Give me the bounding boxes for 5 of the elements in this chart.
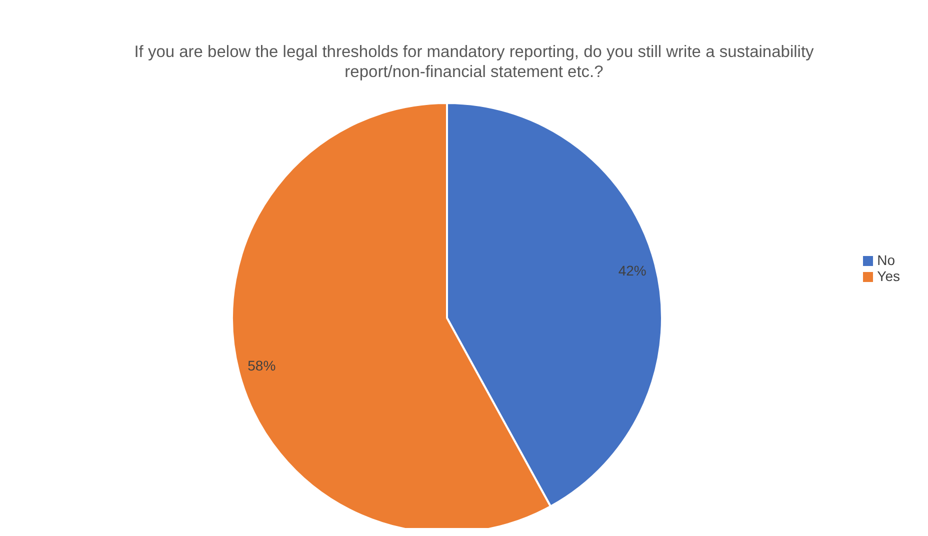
legend-label: Yes (877, 268, 900, 284)
data-label: 58% (248, 358, 276, 374)
data-label: 42% (618, 262, 646, 278)
legend-label: No (877, 252, 896, 268)
chart-title: If you are below the legal thresholds for mandatory reporting, do you still write a sustainability report/non-financial statement etc.? (133, 42, 815, 82)
